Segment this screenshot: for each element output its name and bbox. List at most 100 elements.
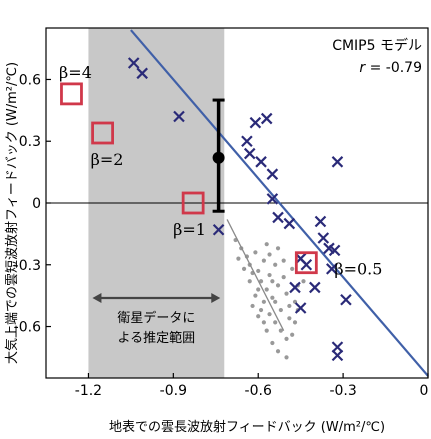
ensemble-point <box>261 299 266 304</box>
ensemble-point <box>253 250 258 255</box>
ensemble-point <box>284 336 289 341</box>
cmip5-model-point <box>331 341 344 353</box>
ensemble-point <box>273 320 278 325</box>
cmip5-models <box>127 57 352 362</box>
cmip5-model-point <box>127 57 140 69</box>
ensemble-point <box>250 303 255 309</box>
cmip5-model-point <box>294 302 307 314</box>
ensemble-point <box>273 262 278 267</box>
ensemble-point <box>273 299 278 304</box>
ensemble-point <box>270 295 275 300</box>
satellite-range-label-1: 衛星データに <box>117 310 195 326</box>
cmip5-model-point <box>255 156 267 168</box>
ensemble-point <box>236 256 241 261</box>
ensemble-point <box>301 279 306 284</box>
ensemble-point <box>270 340 275 346</box>
ensemble-point <box>275 246 281 251</box>
cmip5-model-point <box>266 193 279 205</box>
satellite-range-arrow <box>92 293 221 303</box>
ensemble-point <box>287 303 292 309</box>
y-axis-label: 大気上端での雲短波放射フィードバック (W/m²/℃) <box>4 62 20 364</box>
beta-case-point <box>60 82 83 106</box>
cmip5-model-point <box>212 223 225 236</box>
ensemble-point <box>287 316 292 321</box>
beta-case-point <box>294 251 318 275</box>
ensemble-point <box>281 258 286 263</box>
beta-label: β=2 <box>91 150 124 169</box>
cmip5-model-point <box>266 168 279 180</box>
x-tick-label: 0 <box>420 383 429 399</box>
y-axis-ticks: 0.6 0.3 0 -0.3 -0.6 <box>14 72 51 336</box>
cmip5-model-point <box>136 67 148 80</box>
cmip5-model-point <box>331 349 344 362</box>
cmip5-model-point <box>173 110 185 123</box>
ensemble-point <box>290 266 295 271</box>
beta-case-point <box>91 121 114 145</box>
cmip5-model-point <box>241 135 253 148</box>
ensemble-point <box>284 291 289 296</box>
correlation-value: = -0.79 <box>365 60 422 76</box>
ensemble-point <box>241 266 247 271</box>
y-tick-label: -0.3 <box>14 258 41 274</box>
cmip5-model-point <box>328 244 341 257</box>
x-tick-label: -0.9 <box>160 383 187 399</box>
beta-label: β=1 <box>173 220 206 239</box>
ensemble-point <box>284 355 289 360</box>
beta-label: β=0.5 <box>334 260 382 279</box>
estimate-point <box>212 151 225 164</box>
y-tick-label: 0.3 <box>19 134 41 150</box>
cmip5-model-point <box>283 217 296 230</box>
observational-estimate <box>212 98 225 213</box>
ensemble-point <box>281 275 286 280</box>
ensemble-point <box>256 314 261 319</box>
ensemble-point <box>278 328 283 333</box>
ensemble-point <box>258 279 264 284</box>
ensemble-point <box>264 242 269 247</box>
ensemble-point <box>258 307 264 313</box>
ensemble-point <box>256 287 261 292</box>
ensemble-point <box>261 320 266 325</box>
ensemble-point <box>270 279 275 284</box>
cmip5-model-point <box>249 116 262 129</box>
correlation-symbol: r <box>359 60 366 76</box>
y-tick-label: -0.6 <box>14 320 41 336</box>
cmip5-model-point <box>340 293 352 306</box>
cmip5-model-point <box>260 112 273 125</box>
cmip5-model-point <box>331 156 344 168</box>
correlation-label: r = -0.79 <box>359 60 422 76</box>
x-axis-ticks: -1.2 -0.9 -0.6 -0.3 0 <box>75 373 429 399</box>
ensemble-point <box>247 279 252 284</box>
cmip5-model-point <box>272 211 284 224</box>
beta-cases <box>60 82 318 275</box>
x-tick-label: -0.3 <box>329 383 356 399</box>
ensemble-point <box>261 258 266 263</box>
cmip5-model-point <box>300 258 313 271</box>
ensemble-point <box>256 268 261 274</box>
cmip5-model-point <box>289 281 301 294</box>
ensemble-point <box>264 328 269 333</box>
perturbed-ensemble <box>233 237 306 360</box>
arrow-head-left <box>92 293 102 303</box>
ensemble-point <box>275 283 281 288</box>
beta-case-point <box>181 191 205 215</box>
cmip5-model-point <box>326 263 338 275</box>
x-tick-label: -0.6 <box>245 383 272 399</box>
cmip5-model-point <box>309 281 321 294</box>
x-tick-label: -1.2 <box>75 383 102 399</box>
cmip5-model-point <box>243 147 256 160</box>
ensemble-point <box>278 307 283 313</box>
x-axis-label: 地表での雲長波放射フィードバック (W/m²/℃) <box>109 419 385 435</box>
satellite-range-label-2: よる推定範囲 <box>118 331 196 346</box>
beta-labels: β=4 β=2 β=1 β=0.5 <box>59 63 382 279</box>
regression-line <box>130 29 429 377</box>
ensemble-point <box>267 312 272 317</box>
ensemble-point <box>264 287 269 292</box>
ensemble-point <box>292 320 298 325</box>
ensemble-point <box>275 349 281 354</box>
ensemble-point <box>267 272 272 278</box>
y-tick-label: 0 <box>32 196 41 212</box>
ensemble-point <box>253 293 258 298</box>
perturbed-trend-line <box>226 219 285 331</box>
chart-title: CMIP5 モデル <box>332 37 422 54</box>
